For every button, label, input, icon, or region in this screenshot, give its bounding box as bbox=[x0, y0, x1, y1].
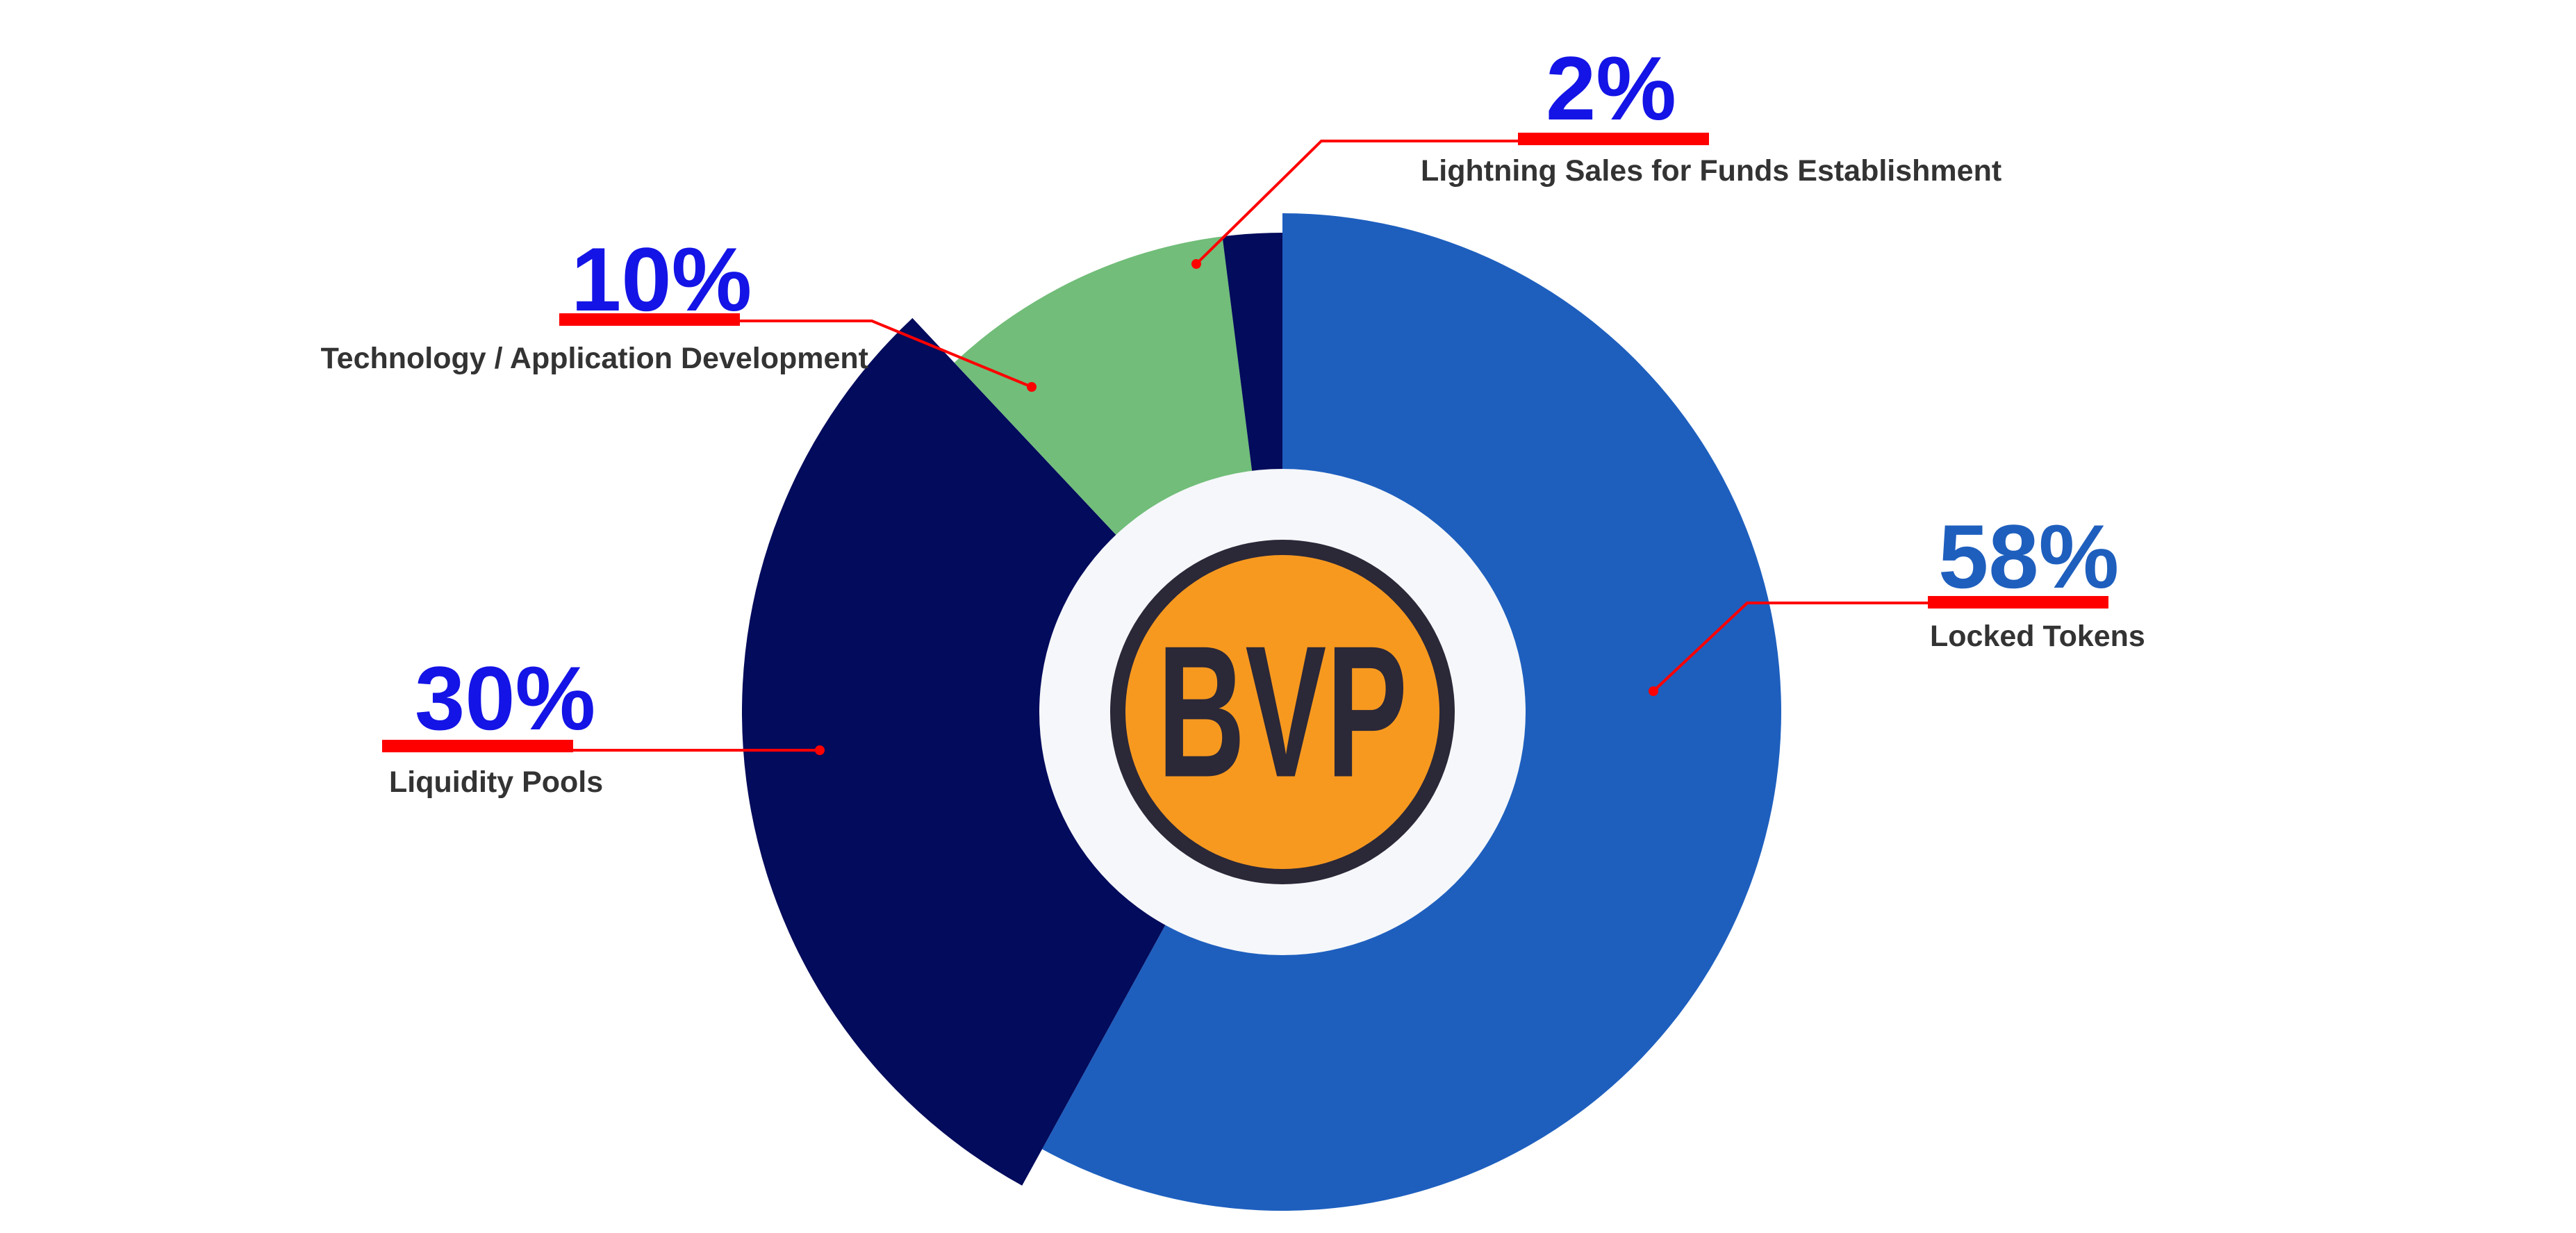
percent-underline-technology-application-development bbox=[559, 313, 740, 326]
slice-liquidity-pools bbox=[741, 317, 1282, 1186]
annotation-locked-tokens: 58% Locked Tokens bbox=[1649, 506, 2145, 696]
annotation-technology-application-development: 10% Technology / Application Development bbox=[321, 229, 1037, 392]
leader-line-locked-tokens bbox=[1652, 602, 1928, 693]
slice-label-liquidity-pools: Liquidity Pools bbox=[389, 766, 603, 799]
leader-dot-liquidity-pools bbox=[815, 745, 825, 755]
slice-label-lightning-sales-for-funds-establishment: Lightning Sales for Funds Establishment bbox=[1421, 154, 2001, 188]
percent-underline-locked-tokens bbox=[1928, 596, 2108, 609]
percent-label-lightning-sales-for-funds-establishment: 2% bbox=[1546, 38, 1676, 139]
leader-dot-lightning-sales-for-funds-establishment bbox=[1191, 259, 1201, 269]
slice-label-technology-application-development: Technology / Application Development bbox=[321, 342, 868, 375]
logo-lettering: BVP bbox=[1157, 608, 1407, 817]
annotation-liquidity-pools: 30% Liquidity Pools bbox=[382, 647, 825, 799]
bvp-logo: BVP bbox=[1110, 540, 1455, 884]
annotation-lightning-sales-for-funds-establishment: 2% Lightning Sales for Funds Establishmen… bbox=[1191, 38, 2001, 269]
leader-dot-technology-application-development bbox=[1027, 382, 1037, 392]
leader-dot-locked-tokens bbox=[1649, 686, 1658, 696]
slice-label-locked-tokens: Locked Tokens bbox=[1930, 620, 2145, 653]
leader-line-technology-application-development bbox=[740, 320, 1032, 388]
percent-underline-lightning-sales-for-funds-establishment bbox=[1518, 133, 1709, 145]
percent-underline-liquidity-pools bbox=[382, 740, 573, 752]
percent-label-technology-application-development: 10% bbox=[571, 229, 752, 330]
percent-label-locked-tokens: 58% bbox=[1938, 506, 2119, 607]
percent-label-liquidity-pools: 30% bbox=[415, 647, 595, 749]
leader-line-lightning-sales-for-funds-establishment bbox=[1195, 140, 1518, 265]
logo-orange-disc bbox=[1125, 555, 1439, 869]
slice-annotations: 58% Locked Tokens 30% Liquidity Pools 10% Tec… bbox=[321, 38, 2145, 799]
